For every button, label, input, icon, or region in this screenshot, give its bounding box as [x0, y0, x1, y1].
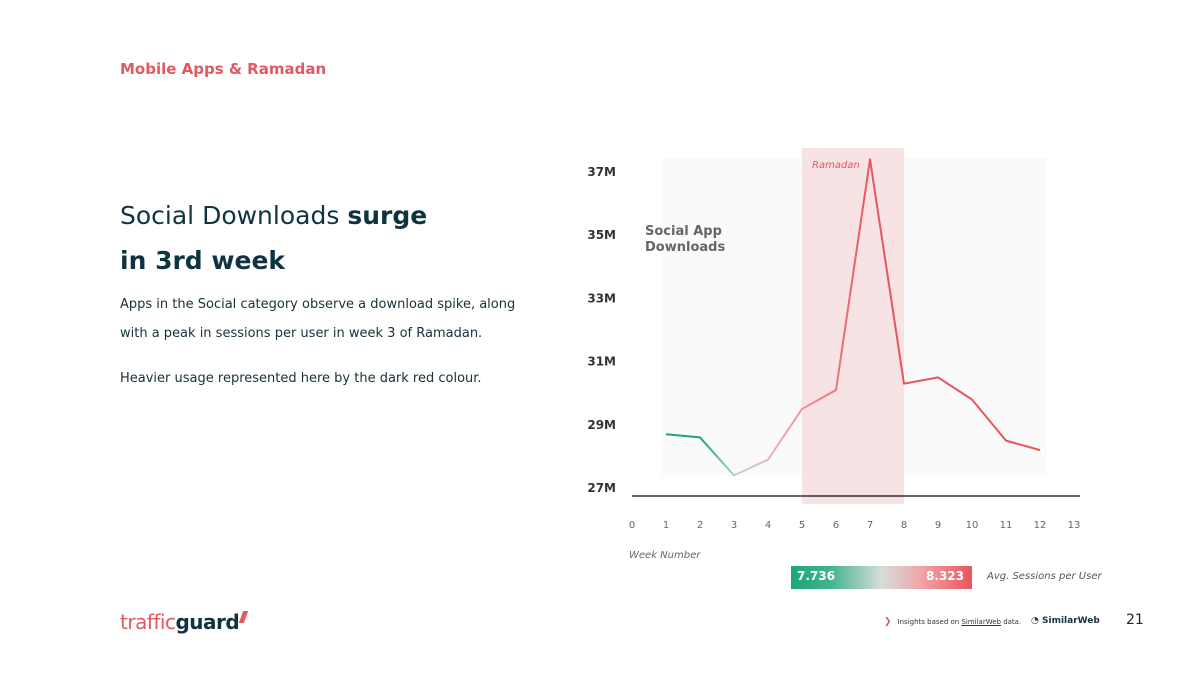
- chevron-right-icon: ❯: [884, 617, 892, 627]
- series-label-line2: Downloads: [645, 240, 725, 255]
- similarweb-logo-text: SimilarWeb: [1042, 616, 1100, 626]
- x-tick-label: 4: [765, 520, 771, 531]
- legend-label: Avg. Sessions per User: [987, 571, 1102, 582]
- x-tick-label: 6: [833, 520, 839, 531]
- x-tick-label: 9: [935, 520, 941, 531]
- logo-part1: traffic: [120, 610, 176, 634]
- x-tick-label: 12: [1034, 520, 1047, 531]
- sessions-legend-bar: 7.736 8.323: [791, 566, 972, 589]
- x-tick-label: 1: [663, 520, 669, 531]
- y-tick-label: 33M: [587, 291, 616, 305]
- ramadan-label: Ramadan: [812, 160, 860, 171]
- footer-note: ❯ Insights based on SimilarWeb data.: [884, 617, 1021, 627]
- x-tick-label: 0: [629, 520, 635, 531]
- x-tick-label: 7: [867, 520, 873, 531]
- x-tick-label: 8: [901, 520, 907, 531]
- series-line: [665, 158, 1041, 477]
- legend-max-value: 8.323: [926, 569, 964, 583]
- y-tick-label: 35M: [587, 228, 616, 242]
- headline-part1: Social Downloads: [120, 201, 348, 230]
- x-tick-label: 5: [799, 520, 805, 531]
- x-axis-label: Week Number: [629, 550, 701, 561]
- x-tick-label: 10: [966, 520, 979, 531]
- note-suffix: data.: [1000, 618, 1022, 626]
- series-label-line1: Social App: [645, 224, 722, 239]
- headline-part3: in 3rd week: [120, 246, 286, 275]
- trafficguard-logo: trafficguard: [120, 610, 249, 634]
- page-number: 21: [1126, 612, 1144, 628]
- x-tick-label: 3: [731, 520, 737, 531]
- section-title: Mobile Apps & Ramadan: [120, 60, 327, 78]
- legend-min-value: 7.736: [797, 569, 835, 583]
- note-prefix: Insights based on: [897, 618, 962, 626]
- logo-part2: guard: [175, 610, 240, 634]
- x-tick-label: 13: [1068, 520, 1081, 531]
- y-tick-label: 29M: [587, 418, 616, 432]
- x-tick-label: 11: [1000, 520, 1013, 531]
- note-link[interactable]: SimilarWeb: [961, 618, 1001, 626]
- body-paragraph-2: Heavier usage represented here by the da…: [120, 371, 482, 386]
- body-paragraph-1: Apps in the Social category observe a do…: [120, 297, 516, 341]
- y-tick-label: 37M: [587, 165, 616, 179]
- headline: Social Downloads surge in 3rd week: [120, 193, 540, 283]
- similarweb-logo: ◔ SimilarWeb: [1031, 616, 1100, 626]
- y-tick-label: 31M: [587, 355, 616, 369]
- headline-emphasis: surge: [347, 201, 428, 230]
- ramadan-band: [802, 148, 904, 504]
- body-text: Apps in the Social category observe a do…: [120, 290, 540, 409]
- similarweb-icon: ◔: [1031, 616, 1039, 626]
- y-tick-label: 27M: [587, 481, 616, 495]
- x-tick-label: 2: [697, 520, 703, 531]
